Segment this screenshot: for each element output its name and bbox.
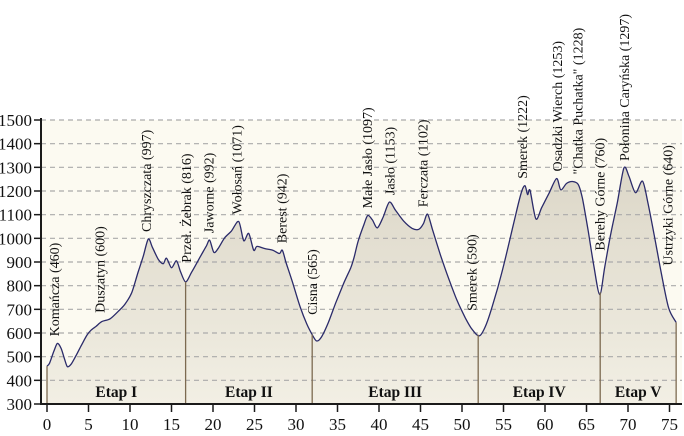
y-tick-label: 1500 (0, 111, 32, 130)
x-tick-label: 25 (246, 415, 263, 434)
x-tick-label: 50 (454, 415, 471, 434)
y-tick-label: 300 (7, 395, 33, 414)
x-tick-label: 35 (329, 415, 346, 434)
x-tick-label: 20 (205, 415, 222, 434)
y-tick-label: 600 (7, 324, 33, 343)
peak-label: Małe Jasło (1097) (361, 107, 376, 208)
y-tick-label: 500 (7, 348, 33, 367)
peak-label: Połonina Caryńska (1297) (618, 14, 633, 161)
x-tick-label: 75 (661, 415, 678, 434)
peak-label: Osadzki Wierch (1253) (551, 41, 566, 172)
x-tick-label: 65 (578, 415, 595, 434)
peak-label: Komańcza (460) (48, 242, 63, 336)
y-tick-label: 1000 (0, 229, 32, 248)
axes: 3004005006007008009001000110012001300140… (0, 111, 682, 434)
y-tick-label: 1100 (0, 206, 32, 225)
peak-label: "Chatka Puchatka" (1228) (572, 27, 587, 174)
x-tick-label: 0 (43, 415, 52, 434)
x-tick-label: 55 (495, 415, 512, 434)
peak-label: Duszatyn (600) (94, 226, 109, 313)
stage-label: Etap II (225, 384, 273, 401)
peak-label: Jasło (1153) (383, 126, 398, 195)
y-tick-label: 1400 (0, 135, 32, 154)
gridlines (41, 119, 682, 381)
peak-label: Cisna (565) (306, 249, 321, 315)
peak-label: Wołosań (1071) (231, 125, 246, 215)
stage-label: Etap III (368, 384, 422, 401)
stage-label: Etap IV (513, 384, 567, 401)
peak-label: Smerek (590) (466, 234, 481, 311)
profile-area (47, 166, 677, 404)
stage-label: Etap V (615, 384, 662, 401)
peak-label: Berest (942) (275, 173, 290, 243)
stage-label: Etap I (95, 384, 137, 401)
y-tick-label: 900 (7, 253, 33, 272)
peak-label: Jaworne (992) (202, 152, 217, 233)
y-tick-label: 400 (7, 371, 33, 390)
x-tick-label: 40 (371, 415, 388, 434)
peak-label: Smerek (1222) (516, 95, 531, 179)
x-tick-label: 15 (163, 415, 180, 434)
y-tick-label: 1200 (0, 182, 32, 201)
peak-labels: Komańcza (460) Duszatyn (600) Chryszczata … (48, 14, 676, 337)
x-tick-label: 30 (288, 415, 305, 434)
peak-label: Ferczata (1102) (417, 119, 432, 207)
x-tick-label: 45 (412, 415, 429, 434)
y-tick-label: 1300 (0, 158, 32, 177)
x-tick-label: 70 (620, 415, 637, 434)
x-tick-label: 5 (84, 415, 93, 434)
y-tick-label: 800 (7, 277, 33, 296)
peak-label: Przeł. Żebrak (816) (179, 153, 195, 263)
peak-label: Berehy Górne (760) (593, 138, 608, 251)
x-tick-label: 60 (537, 415, 554, 434)
stages: Etap I Etap II Etap III Etap IV Etap V (46, 281, 677, 404)
peak-label: Chryszczata (997) (140, 129, 155, 232)
profile-line (46, 166, 677, 368)
y-tick-label: 700 (7, 300, 33, 319)
peak-label: Ustrzyki Górne (640) (661, 145, 676, 266)
x-tick-label: 10 (122, 415, 139, 434)
